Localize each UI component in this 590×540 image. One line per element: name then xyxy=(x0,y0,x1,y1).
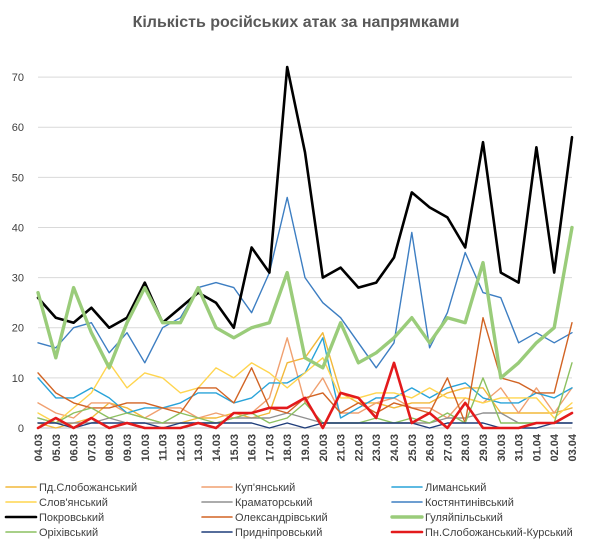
legend-label: Слов'янський xyxy=(39,497,108,509)
y-tick-label: 60 xyxy=(12,122,24,134)
series-line-7 xyxy=(36,65,574,330)
series-line-5 xyxy=(37,412,573,424)
x-tick-label: 22.03 xyxy=(353,434,365,462)
x-tick-label: 09.03 xyxy=(122,434,134,462)
x-tick-label: 16.03 xyxy=(247,434,259,462)
x-tick-label: 24.03 xyxy=(389,434,401,462)
chart-title: Кількість російських атак за напрямками xyxy=(133,14,460,31)
x-tick-label: 01.04 xyxy=(531,433,543,461)
x-tick-label: 26.03 xyxy=(425,434,437,462)
y-tick-label: 50 xyxy=(12,172,24,184)
series-line-4 xyxy=(37,357,573,424)
y-tick-label: 20 xyxy=(12,323,24,335)
x-tick-label: 15.03 xyxy=(229,434,241,462)
x-tick-label: 19.03 xyxy=(300,434,312,462)
legend-label: Оріхівський xyxy=(39,527,98,539)
x-tick-label: 17.03 xyxy=(264,434,276,462)
x-tick-label: 03.04 xyxy=(567,433,579,461)
x-tick-label: 14.03 xyxy=(211,434,223,462)
y-tick-label: 70 xyxy=(12,72,24,84)
legend-label: Лиманський xyxy=(425,482,486,494)
legend-label: Олександрівський xyxy=(235,512,328,524)
series-line-9 xyxy=(36,225,574,380)
legend-label: Гуляйпільський xyxy=(425,512,503,524)
y-tick-label: 0 xyxy=(18,423,24,435)
x-tick-label: 12.03 xyxy=(175,434,187,462)
legend-label: Пн.Слобожанський-Курський xyxy=(425,527,573,539)
legend-label: Куп'янський xyxy=(235,482,295,494)
grid xyxy=(38,76,572,429)
x-tick-label: 20.03 xyxy=(318,434,330,462)
x-tick-label: 08.03 xyxy=(104,434,116,462)
x-axis: 04.03 05.03 06.03 07.03 08.03 09.03 10.03 11.03… xyxy=(33,433,579,461)
x-tick-label: 06.03 xyxy=(69,434,81,462)
legend-label: Придніпровський xyxy=(235,527,322,539)
series-line-6 xyxy=(37,196,573,369)
x-tick-label: 25.03 xyxy=(407,434,419,462)
legend-label: Краматорський xyxy=(235,497,313,509)
y-axis: 0 10 20 30 40 50 60 70 xyxy=(12,72,24,435)
x-tick-label: 29.03 xyxy=(478,434,490,462)
series-line-12 xyxy=(36,361,574,430)
x-tick-label: 13.03 xyxy=(193,434,205,462)
x-tick-label: 05.03 xyxy=(51,434,63,462)
legend: Пд.Слобожанський Куп'янський Лиманський Сло… xyxy=(4,482,573,539)
x-tick-label: 02.04 xyxy=(549,433,561,461)
legend-label: Костянтинівський xyxy=(425,497,514,509)
x-tick-label: 21.03 xyxy=(336,434,348,462)
y-tick-label: 30 xyxy=(12,273,24,285)
x-tick-label: 30.03 xyxy=(496,434,508,462)
x-tick-label: 18.03 xyxy=(282,434,294,462)
x-tick-label: 28.03 xyxy=(460,434,472,462)
x-tick-label: 23.03 xyxy=(371,434,383,462)
y-tick-label: 40 xyxy=(12,222,24,234)
x-tick-label: 10.03 xyxy=(140,434,152,462)
x-tick-label: 31.03 xyxy=(514,434,526,462)
x-tick-label: 11.03 xyxy=(158,434,170,461)
series-lines xyxy=(36,65,574,430)
x-tick-label: 27.03 xyxy=(442,434,454,462)
x-tick-label: 07.03 xyxy=(86,434,98,462)
legend-label: Покровський xyxy=(39,512,104,524)
legend-label: Пд.Слобожанський xyxy=(39,482,137,494)
x-tick-label: 04.03 xyxy=(33,434,45,462)
y-tick-label: 10 xyxy=(12,373,24,385)
series-line-10 xyxy=(37,362,573,424)
